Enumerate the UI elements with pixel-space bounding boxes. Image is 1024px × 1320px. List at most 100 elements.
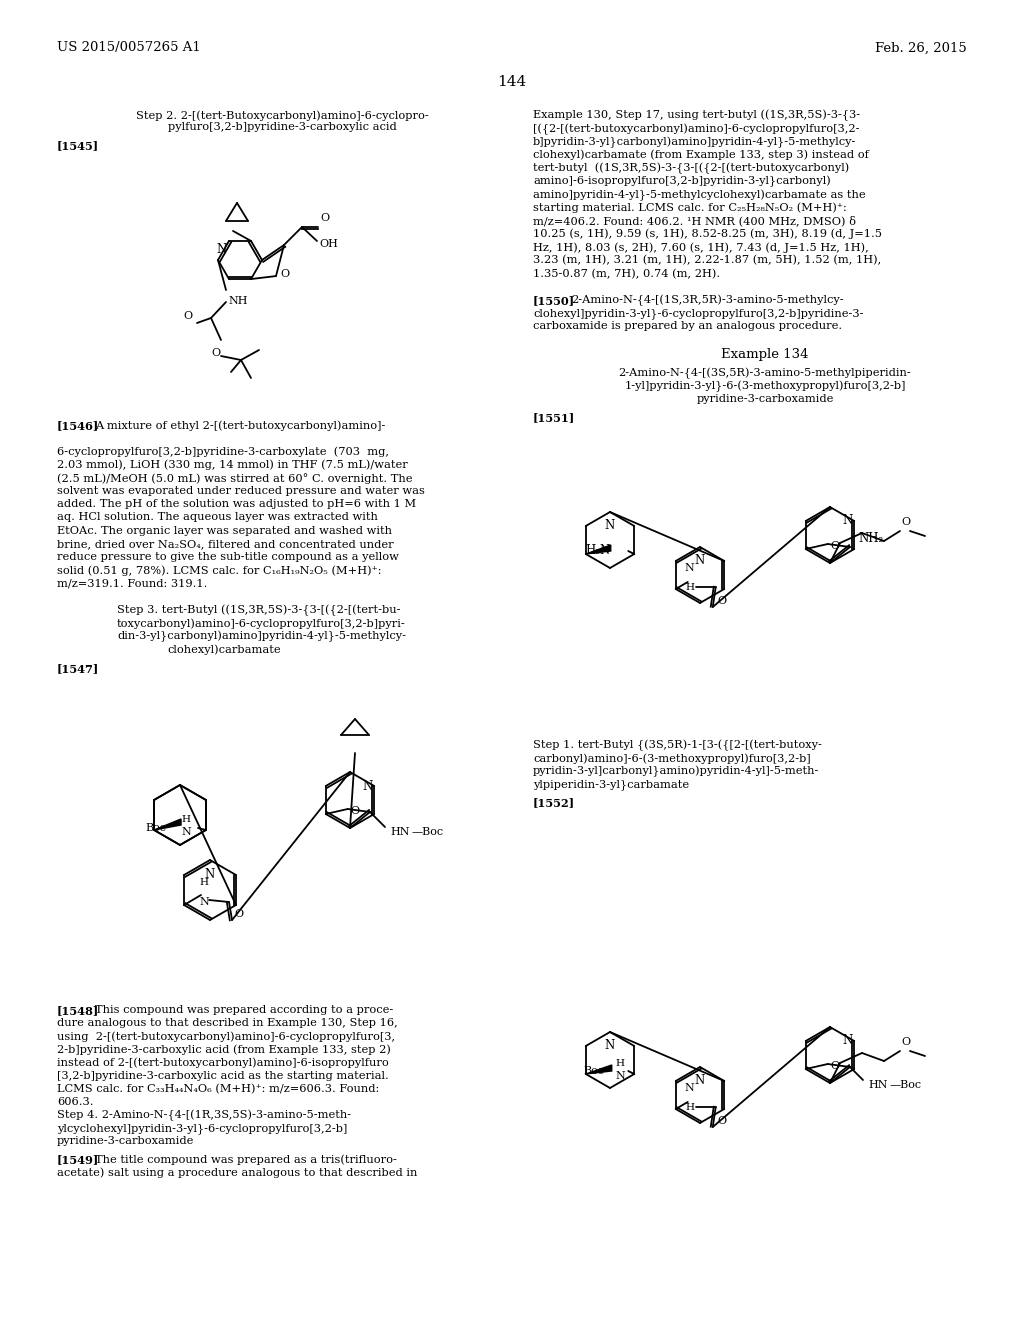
Text: O: O (211, 348, 220, 358)
Text: O: O (718, 1115, 727, 1126)
Text: amino]-6-isopropylfuro[3,2-b]pyridin-3-yl}carbonyl): amino]-6-isopropylfuro[3,2-b]pyridin-3-y… (534, 176, 830, 187)
Text: amino]pyridin-4-yl}-5-methylcyclohexyl)carbamate as the: amino]pyridin-4-yl}-5-methylcyclohexyl)c… (534, 189, 865, 201)
Text: ylpiperidin-3-yl}carbamate: ylpiperidin-3-yl}carbamate (534, 779, 689, 789)
Text: carboxamide is prepared by an analogous procedure.: carboxamide is prepared by an analogous … (534, 321, 842, 331)
Text: reduce pressure to give the sub-title compound as a yellow: reduce pressure to give the sub-title co… (57, 552, 399, 562)
Text: US 2015/0057265 A1: US 2015/0057265 A1 (57, 41, 201, 54)
Text: 144: 144 (498, 75, 526, 88)
Text: tert-butyl  ((1S,3R,5S)-3-{3-[({2-[(tert-butoxycarbonyl): tert-butyl ((1S,3R,5S)-3-{3-[({2-[(tert-… (534, 162, 849, 174)
Text: Feb. 26, 2015: Feb. 26, 2015 (876, 41, 967, 54)
Text: N: N (695, 554, 706, 568)
Text: 1.35-0.87 (m, 7H), 0.74 (m, 2H).: 1.35-0.87 (m, 7H), 0.74 (m, 2H). (534, 268, 720, 279)
Text: O: O (901, 1038, 910, 1047)
Text: N: N (181, 828, 190, 837)
Text: 2-b]pyridine-3-carboxylic acid (from Example 133, step 2): 2-b]pyridine-3-carboxylic acid (from Exa… (57, 1044, 391, 1055)
Text: solid (0.51 g, 78%). LCMS calc. for C₁₆H₁₉N₂O₅ (M+H)⁺:: solid (0.51 g, 78%). LCMS calc. for C₁₆H… (57, 565, 382, 576)
Text: m/z=406.2. Found: 406.2. ¹H NMR (400 MHz, DMSO) δ: m/z=406.2. Found: 406.2. ¹H NMR (400 MHz… (534, 215, 856, 227)
Text: Step 2. 2-[(tert-Butoxycarbonyl)amino]-6-cyclopro-: Step 2. 2-[(tert-Butoxycarbonyl)amino]-6… (135, 110, 428, 120)
Text: H₂N: H₂N (585, 544, 610, 557)
Text: pyridin-3-yl]carbonyl}amino)pyridin-4-yl]-5-meth-: pyridin-3-yl]carbonyl}amino)pyridin-4-yl… (534, 766, 819, 777)
Text: A mixture of ethyl 2-[(tert-butoxycarbonyl)amino]-: A mixture of ethyl 2-[(tert-butoxycarbon… (95, 420, 385, 430)
Text: HN: HN (390, 828, 410, 837)
Text: N: N (685, 1082, 694, 1093)
Text: H: H (685, 1104, 694, 1111)
Text: [1547]: [1547] (57, 663, 99, 675)
Text: [3,2-b]pyridine-3-carboxylic acid as the starting material.: [3,2-b]pyridine-3-carboxylic acid as the… (57, 1071, 389, 1081)
Text: H: H (200, 878, 209, 887)
Text: ylcyclohexyl]pyridin-3-yl}-6-cyclopropylfuro[3,2-b]: ylcyclohexyl]pyridin-3-yl}-6-cyclopropyl… (57, 1123, 347, 1134)
Text: added. The pH of the solution was adjusted to pH=6 with 1 M: added. The pH of the solution was adjust… (57, 499, 416, 510)
Text: pylfuro[3,2-b]pyridine-3-carboxylic acid: pylfuro[3,2-b]pyridine-3-carboxylic acid (168, 121, 396, 132)
Text: The title compound was prepared as a tris(trifluoro-: The title compound was prepared as a tri… (95, 1154, 397, 1164)
Text: Step 3. tert-Butyl ((1S,3R,5S)-3-{3-[({2-[(tert-bu-: Step 3. tert-Butyl ((1S,3R,5S)-3-{3-[({2… (117, 605, 400, 616)
Text: H: H (181, 814, 190, 824)
Text: clohexyl)carbamate: clohexyl)carbamate (167, 644, 281, 655)
Text: N: N (205, 869, 215, 880)
Text: N: N (217, 243, 227, 256)
Text: [({2-[(tert-butoxycarbonyl)amino]-6-cyclopropylfuro[3,2-: [({2-[(tert-butoxycarbonyl)amino]-6-cycl… (534, 123, 859, 135)
Text: [1548]: [1548] (57, 1005, 99, 1016)
Text: H: H (615, 1059, 625, 1068)
Text: O: O (901, 517, 910, 527)
Text: O: O (830, 541, 840, 550)
Text: N: N (842, 515, 852, 528)
Text: 6-cyclopropylfuro[3,2-b]pyridine-3-carboxylate  (703  mg,: 6-cyclopropylfuro[3,2-b]pyridine-3-carbo… (57, 446, 389, 457)
Text: —Boc: —Boc (890, 1080, 923, 1090)
Text: [1550]: [1550] (534, 294, 575, 306)
Text: N: N (685, 564, 694, 573)
Text: 2.03 mmol), LiOH (330 mg, 14 mmol) in THF (7.5 mL)/water: 2.03 mmol), LiOH (330 mg, 14 mmol) in TH… (57, 459, 408, 470)
Text: O: O (280, 269, 289, 279)
Polygon shape (586, 1065, 611, 1074)
Text: 10.25 (s, 1H), 9.59 (s, 1H), 8.52-8.25 (m, 3H), 8.19 (d, J=1.5: 10.25 (s, 1H), 9.59 (s, 1H), 8.52-8.25 (… (534, 228, 882, 239)
Text: O: O (319, 213, 329, 223)
Text: using  2-[(tert-butoxycarbonyl)amino]-6-cyclopropylfuro[3,: using 2-[(tert-butoxycarbonyl)amino]-6-c… (57, 1031, 395, 1041)
Text: N: N (199, 898, 209, 907)
Text: H: H (685, 583, 694, 591)
Text: toxycarbonyl)amino]-6-cyclopropylfuro[3,2-b]pyri-: toxycarbonyl)amino]-6-cyclopropylfuro[3,… (117, 618, 406, 628)
Text: aq. HCl solution. The aqueous layer was extracted with: aq. HCl solution. The aqueous layer was … (57, 512, 378, 523)
Text: [1552]: [1552] (534, 797, 575, 808)
Text: carbonyl)amino]-6-(3-methoxypropyl)furo[3,2-b]: carbonyl)amino]-6-(3-methoxypropyl)furo[… (534, 752, 811, 763)
Text: N: N (695, 1074, 706, 1086)
Text: HN: HN (868, 1080, 888, 1090)
Text: O: O (184, 312, 193, 321)
Text: b]pyridin-3-yl}carbonyl)amino]pyridin-4-yl}-5-methylcy-: b]pyridin-3-yl}carbonyl)amino]pyridin-4-… (534, 136, 856, 148)
Text: solvent was evaporated under reduced pressure and water was: solvent was evaporated under reduced pre… (57, 486, 425, 496)
Text: m/z=319.1. Found: 319.1.: m/z=319.1. Found: 319.1. (57, 578, 208, 589)
Text: [1545]: [1545] (57, 140, 99, 150)
Text: pyridine-3-carboxamide: pyridine-3-carboxamide (696, 393, 834, 404)
Text: [1551]: [1551] (534, 412, 575, 422)
Text: N: N (615, 1071, 625, 1081)
Text: Boc: Boc (584, 1067, 604, 1076)
Text: LCMS calc. for C₃₃H₄₄N₄O₆ (M+H)⁺: m/z=606.3. Found:: LCMS calc. for C₃₃H₄₄N₄O₆ (M+H)⁺: m/z=60… (57, 1084, 379, 1094)
Text: 2-Amino-N-{4-[(3S,5R)-3-amino-5-methylpiperidin-: 2-Amino-N-{4-[(3S,5R)-3-amino-5-methylpi… (618, 368, 911, 379)
Text: dure analogous to that described in Example 130, Step 16,: dure analogous to that described in Exam… (57, 1018, 397, 1028)
Text: O: O (830, 1061, 840, 1071)
Text: Example 130, Step 17, using tert-butyl ((1S,3R,5S)-3-{3-: Example 130, Step 17, using tert-butyl (… (534, 110, 860, 121)
Text: N: N (842, 1035, 852, 1048)
Text: starting material. LCMS calc. for C₂₅H₂₈N₅O₂ (M+H)⁺:: starting material. LCMS calc. for C₂₅H₂₈… (534, 202, 847, 213)
Text: Boc: Boc (145, 822, 166, 833)
Text: [1549]: [1549] (57, 1154, 99, 1166)
Text: 2-Amino-N-{4-[(1S,3R,5R)-3-amino-5-methylcy-: 2-Amino-N-{4-[(1S,3R,5R)-3-amino-5-methy… (571, 294, 844, 306)
Text: Hz, 1H), 8.03 (s, 2H), 7.60 (s, 1H), 7.43 (d, J=1.5 Hz, 1H),: Hz, 1H), 8.03 (s, 2H), 7.60 (s, 1H), 7.4… (534, 242, 868, 252)
Text: O: O (234, 909, 243, 919)
Text: [1546]: [1546] (57, 420, 99, 432)
Text: (2.5 mL)/MeOH (5.0 mL) was stirred at 60° C. overnight. The: (2.5 mL)/MeOH (5.0 mL) was stirred at 60… (57, 473, 413, 483)
Text: Example 134: Example 134 (721, 348, 809, 360)
Text: pyridine-3-carboxamide: pyridine-3-carboxamide (57, 1137, 195, 1146)
Text: acetate) salt using a procedure analogous to that described in: acetate) salt using a procedure analogou… (57, 1167, 418, 1177)
Text: OH: OH (319, 239, 338, 249)
Text: O: O (351, 807, 359, 816)
Text: —Boc: —Boc (412, 828, 444, 837)
Text: This compound was prepared according to a proce-: This compound was prepared according to … (95, 1005, 393, 1015)
Text: 1-yl]pyridin-3-yl}-6-(3-methoxypropyl)furo[3,2-b]: 1-yl]pyridin-3-yl}-6-(3-methoxypropyl)fu… (625, 381, 906, 392)
Text: 3.23 (m, 1H), 3.21 (m, 1H), 2.22-1.87 (m, 5H), 1.52 (m, 1H),: 3.23 (m, 1H), 3.21 (m, 1H), 2.22-1.87 (m… (534, 255, 882, 265)
Text: clohexyl]pyridin-3-yl}-6-cyclopropylfuro[3,2-b]pyridine-3-: clohexyl]pyridin-3-yl}-6-cyclopropylfuro… (534, 308, 863, 319)
Text: brine, dried over Na₂SO₄, filtered and concentrated under: brine, dried over Na₂SO₄, filtered and c… (57, 539, 393, 549)
Text: din-3-yl}carbonyl)amino]pyridin-4-yl}-5-methylcy-: din-3-yl}carbonyl)amino]pyridin-4-yl}-5-… (117, 631, 406, 643)
Text: N: N (605, 519, 615, 532)
Polygon shape (586, 545, 610, 554)
Text: NH: NH (228, 296, 248, 306)
Polygon shape (154, 818, 181, 830)
